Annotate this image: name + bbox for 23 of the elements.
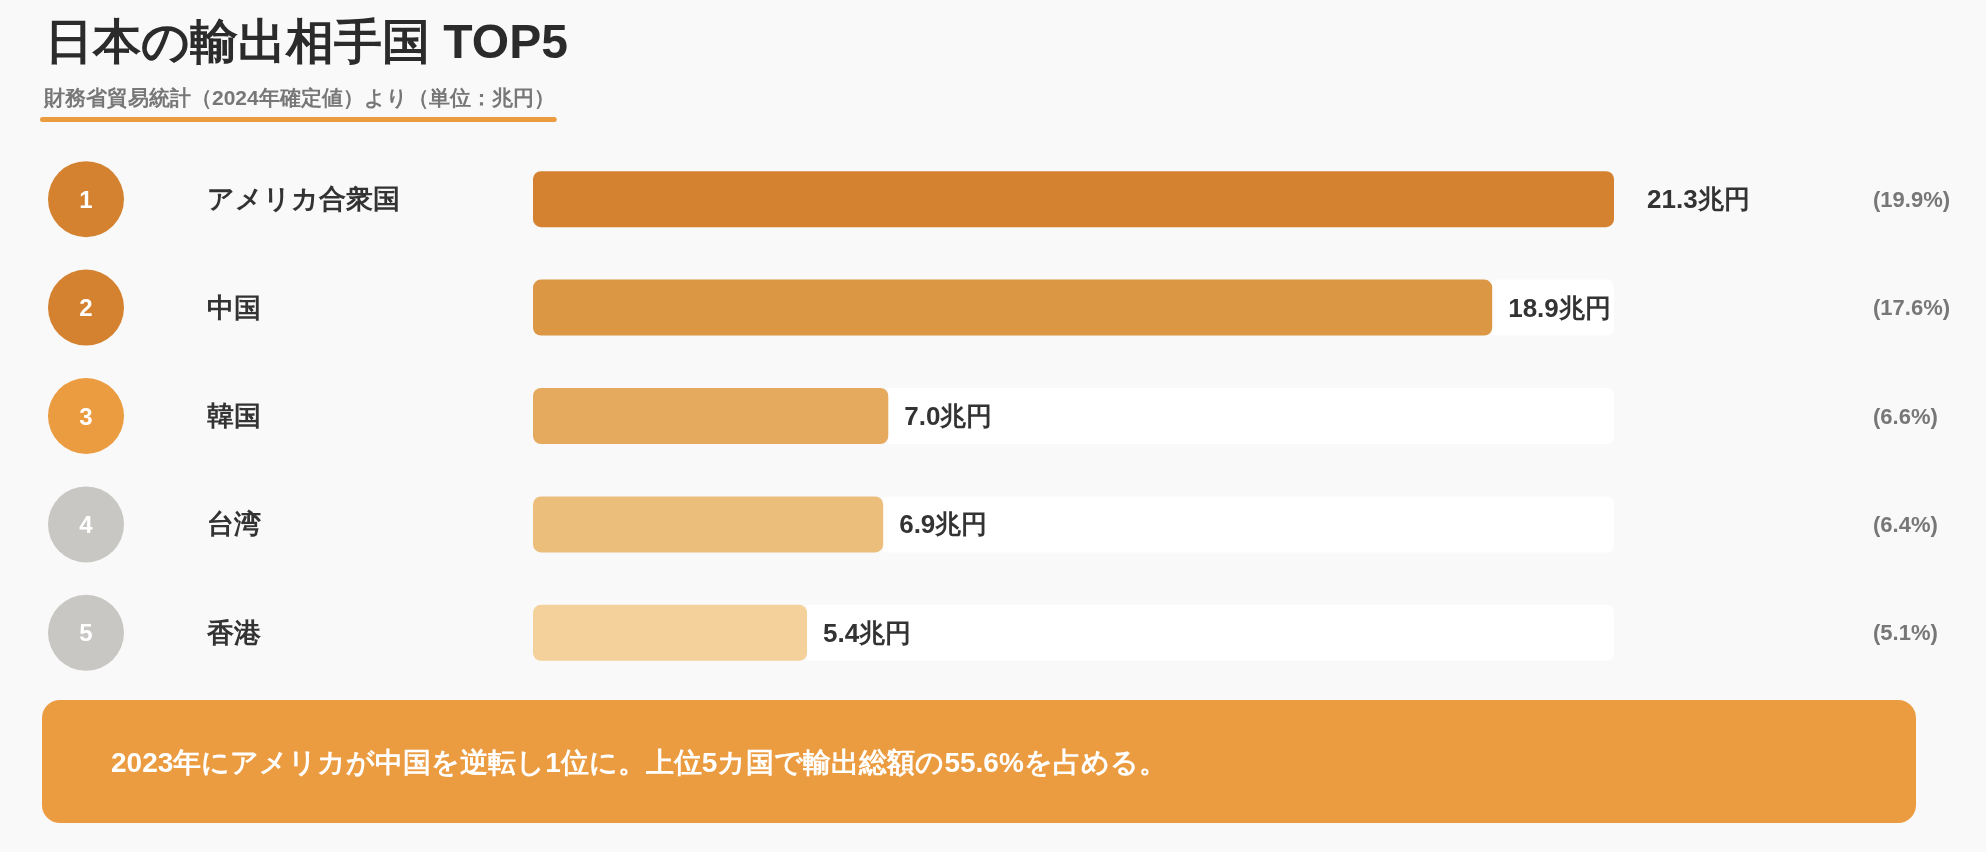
category-label: アメリカ合衆国 [207,184,400,215]
annotation: (6.4%) [1873,511,1938,537]
category-label: 香港 [207,617,261,648]
category-label: 中国 [207,292,261,323]
subtitle: 財務省貿易統計（2024年確定値）より（単位：兆円） [44,86,555,109]
annotation: 4 [79,510,93,538]
category-label: 台湾 [207,509,261,540]
annotation: (19.9%) [1873,186,1951,212]
category-label: 韓国 [207,401,261,431]
value-label: 18.9兆円 [1508,292,1611,323]
title: 日本の輸出相手国 TOP5 [45,15,568,68]
value-label: 5.4兆円 [823,617,912,648]
value-label: 21.3兆円 [1647,184,1750,215]
annotation: 1 [79,185,93,213]
value-label: 7.0兆円 [904,401,993,431]
annotation: (6.6%) [1873,403,1938,429]
annotation: (5.1%) [1873,620,1938,646]
annotation: 2 [79,294,93,322]
annotation: (17.6%) [1873,295,1951,321]
annotation: 3 [79,402,93,430]
annotation: 2023年にアメリカが中国を逆転し1位に。上位5カ国で輸出総額の55.6%を占める。 [111,746,1167,778]
annotation: 5 [79,619,93,647]
value-label: 6.9兆円 [899,509,988,540]
